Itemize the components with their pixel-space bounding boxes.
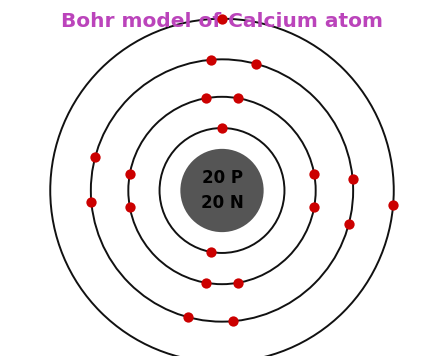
Point <box>235 280 242 286</box>
Point <box>252 61 259 67</box>
Point <box>349 176 356 182</box>
Point <box>389 203 396 208</box>
Point <box>88 199 95 205</box>
Point <box>126 204 133 210</box>
Point <box>185 314 192 320</box>
Point <box>311 171 318 177</box>
Point <box>202 280 209 286</box>
Point <box>235 95 242 101</box>
Point <box>92 154 99 159</box>
Point <box>126 171 133 177</box>
Point <box>218 16 226 22</box>
Circle shape <box>182 150 262 231</box>
Point <box>207 57 214 63</box>
Point <box>218 125 226 131</box>
Text: Bohr model of Calcium atom: Bohr model of Calcium atom <box>61 12 383 31</box>
Point <box>345 221 352 227</box>
Point <box>202 95 209 101</box>
Point <box>230 318 237 324</box>
Text: 20 P
20 N: 20 P 20 N <box>201 169 243 212</box>
Point <box>311 204 318 210</box>
Point <box>208 249 215 255</box>
